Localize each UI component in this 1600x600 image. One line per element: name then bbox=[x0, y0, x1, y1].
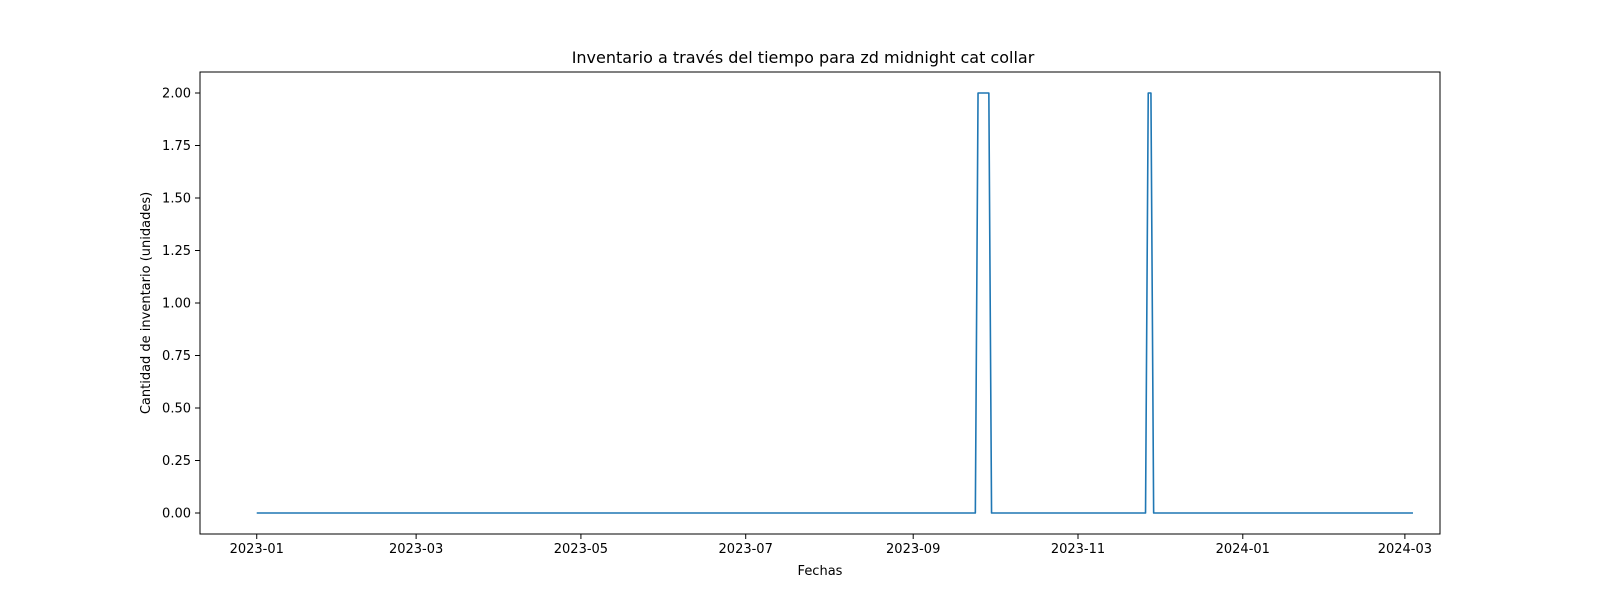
y-axis-title: Cantidad de inventario (unidades) bbox=[139, 192, 154, 414]
chart-title: Inventario a través del tiempo para zd m… bbox=[572, 48, 1035, 67]
x-axis: 2023-01 2023-03 2023-05 2023-07 2023-09 2023-… bbox=[230, 534, 1432, 557]
y-tick-label: 1.75 bbox=[162, 139, 191, 154]
y-tick-label: 0.25 bbox=[162, 454, 191, 469]
y-tick-label: 2.00 bbox=[162, 87, 191, 102]
y-tick-label: 1.50 bbox=[162, 192, 191, 207]
x-tick-label: 2023-07 bbox=[719, 542, 773, 557]
series-line bbox=[256, 92, 1413, 514]
y-tick-label: 1.25 bbox=[162, 244, 191, 259]
x-tick-label: 2023-05 bbox=[554, 542, 608, 557]
x-tick-label: 2024-01 bbox=[1216, 542, 1270, 557]
x-tick-label: 2023-03 bbox=[389, 542, 443, 557]
x-axis-title: Fechas bbox=[798, 564, 843, 579]
x-tick-label: 2023-01 bbox=[230, 542, 284, 557]
plot-area-frame bbox=[199, 71, 1441, 535]
y-tick-label: 0.50 bbox=[162, 402, 191, 417]
x-tick-label: 2024-03 bbox=[1378, 542, 1432, 557]
y-tick-label: 0.00 bbox=[162, 507, 191, 522]
y-tick-label: 1.00 bbox=[162, 297, 191, 312]
series-layer bbox=[256, 92, 1413, 514]
y-tick-label: 0.75 bbox=[162, 349, 191, 364]
x-tick-label: 2023-11 bbox=[1051, 542, 1105, 557]
x-tick-label: 2023-09 bbox=[886, 542, 940, 557]
y-axis: 0.00 0.25 0.50 0.75 1.00 1.25 1.50 1.75 2.00 bbox=[162, 87, 200, 522]
